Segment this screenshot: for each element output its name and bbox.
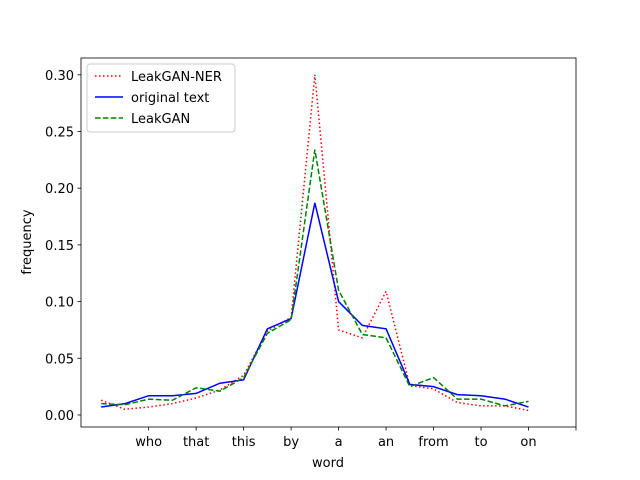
x-tick-label: on	[520, 435, 536, 450]
y-tick-label: 0.10	[45, 296, 74, 311]
legend-label: LeakGAN	[131, 112, 190, 127]
y-axis-label: frequency	[20, 209, 35, 275]
y-tick-label: 0.20	[45, 182, 74, 197]
y-tick-label: 0.25	[45, 125, 74, 140]
x-tick-label: an	[378, 435, 394, 450]
x-tick-label: a	[335, 435, 343, 450]
series-line	[101, 202, 529, 408]
x-tick-label: from	[418, 435, 448, 450]
x-tick-label: who	[135, 435, 162, 450]
x-tick-label: by	[283, 435, 299, 450]
legend-label: LeakGAN-NER	[131, 70, 222, 85]
series-line	[101, 149, 529, 407]
legend-box	[86, 63, 236, 133]
legend: LeakGAN-NER original text LeakGAN	[86, 63, 236, 133]
x-axis-label: word	[312, 456, 344, 471]
plot-frame	[80, 57, 577, 428]
x-tick-label: to	[475, 435, 488, 450]
y-tick-label: 0.05	[45, 352, 74, 367]
series-line	[100, 74, 529, 412]
legend-label: original text	[131, 91, 209, 106]
x-tick-label: this	[232, 435, 256, 450]
y-tick-label: 0.30	[45, 69, 74, 84]
x-tick-label: that	[183, 435, 209, 450]
y-tick-label: 0.00	[45, 409, 74, 424]
y-tick-label: 0.15	[45, 239, 74, 254]
